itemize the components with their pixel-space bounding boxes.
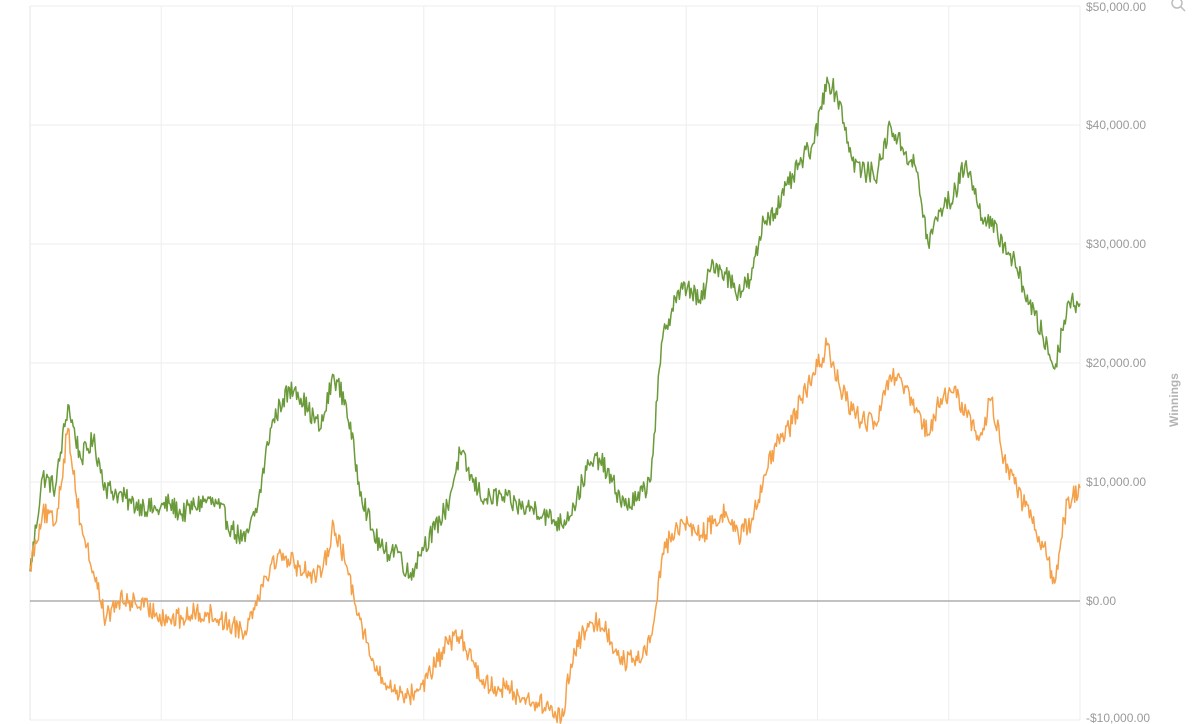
y-tick-label: $50,000.00 — [1086, 0, 1146, 14]
y-tick-label: $20,000.00 — [1086, 356, 1146, 370]
series-line-2 — [29, 337, 1081, 724]
zoom-icon[interactable] — [1171, 0, 1186, 12]
y-tick-label: -$10,000.00 — [1086, 711, 1150, 724]
series-lines — [29, 76, 1081, 724]
y-tick-label: $40,000.00 — [1086, 118, 1146, 132]
gridlines — [29, 5, 1081, 721]
y-tick-label: $30,000.00 — [1086, 237, 1146, 251]
series-line-1 — [29, 76, 1081, 581]
y-tick-label: $10,000.00 — [1086, 475, 1146, 489]
y-axis-title: Winnings — [1167, 373, 1181, 427]
y-tick-label: $0.00 — [1086, 594, 1116, 608]
y-axis-ticks: $50,000.00 $40,000.00 $30,000.00 $20,000.00… — [1086, 0, 1150, 724]
